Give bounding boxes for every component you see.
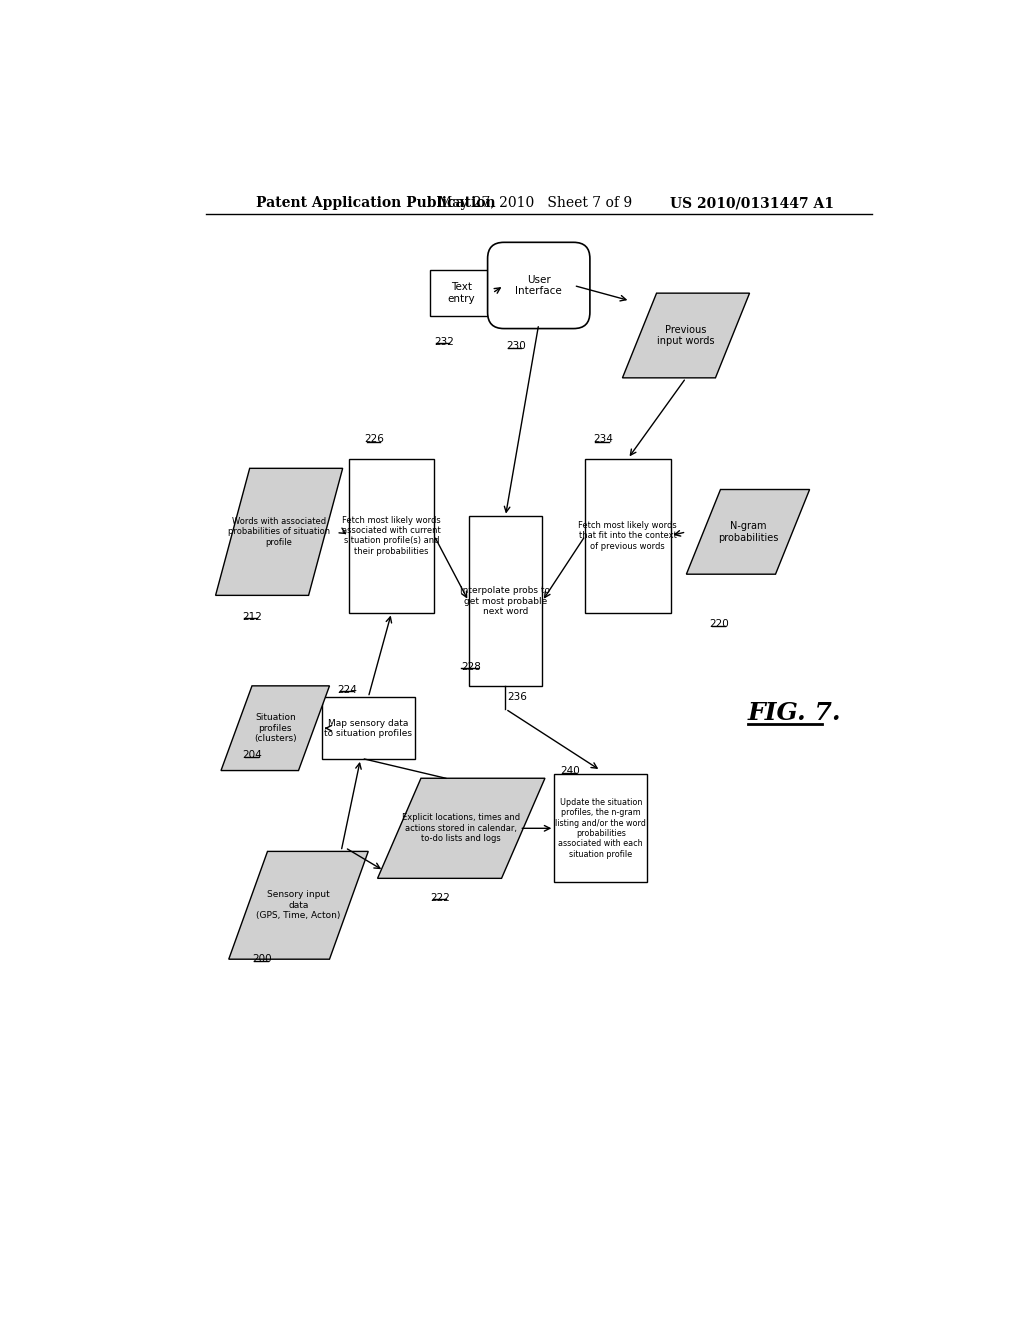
Text: Text
entry: Text entry	[447, 282, 475, 304]
Text: Explicit locations, times and
actions stored in calendar,
to-do lists and logs: Explicit locations, times and actions st…	[402, 813, 520, 843]
Text: 220: 220	[710, 619, 729, 630]
Text: 232: 232	[434, 337, 454, 347]
Text: Sensory input
data
(GPS, Time, Acton): Sensory input data (GPS, Time, Acton)	[256, 891, 341, 920]
Text: Interpolate probs to
get most probable
next word: Interpolate probs to get most probable n…	[461, 586, 551, 616]
Text: Words with associated
probabilities of situation
profile: Words with associated probabilities of s…	[228, 517, 330, 546]
Text: Patent Application Publication: Patent Application Publication	[256, 197, 496, 210]
Text: FIG. 7.: FIG. 7.	[748, 701, 842, 725]
FancyBboxPatch shape	[349, 459, 434, 612]
FancyBboxPatch shape	[487, 243, 590, 329]
Text: 222: 222	[430, 892, 451, 903]
FancyBboxPatch shape	[322, 697, 415, 759]
Text: 240: 240	[560, 766, 581, 776]
FancyBboxPatch shape	[554, 775, 647, 882]
Polygon shape	[623, 293, 750, 378]
Text: 228: 228	[461, 661, 481, 672]
Polygon shape	[228, 851, 369, 960]
Text: 212: 212	[243, 611, 262, 622]
Text: May 27, 2010   Sheet 7 of 9: May 27, 2010 Sheet 7 of 9	[438, 197, 632, 210]
Polygon shape	[216, 469, 343, 595]
FancyBboxPatch shape	[586, 459, 671, 612]
Text: Previous
input words: Previous input words	[657, 325, 715, 346]
Text: Map sensory data
to situation profiles: Map sensory data to situation profiles	[325, 718, 413, 738]
Text: 200: 200	[252, 954, 271, 964]
Text: 224: 224	[337, 685, 357, 694]
FancyBboxPatch shape	[430, 271, 493, 317]
Text: 226: 226	[365, 434, 384, 445]
Text: US 2010/0131447 A1: US 2010/0131447 A1	[671, 197, 835, 210]
Text: Update the situation
profiles, the n-gram
listing and/or the word
probabilities
: Update the situation profiles, the n-gra…	[555, 797, 646, 859]
FancyBboxPatch shape	[469, 516, 543, 686]
Text: Fetch most likely words
that fit into the context
of previous words: Fetch most likely words that fit into th…	[579, 521, 677, 550]
Polygon shape	[221, 686, 330, 771]
Text: Situation
profiles
(clusters): Situation profiles (clusters)	[254, 713, 297, 743]
Text: Fetch most likely words
associated with current
situation profile(s) and
their p: Fetch most likely words associated with …	[342, 516, 441, 556]
Text: 230: 230	[506, 341, 526, 351]
Text: User
Interface: User Interface	[515, 275, 562, 296]
Text: 234: 234	[593, 434, 613, 445]
Text: N-gram
probabilities: N-gram probabilities	[718, 521, 778, 543]
Polygon shape	[378, 779, 545, 878]
Text: 204: 204	[243, 750, 262, 760]
Polygon shape	[686, 490, 810, 574]
Text: 236: 236	[508, 693, 527, 702]
